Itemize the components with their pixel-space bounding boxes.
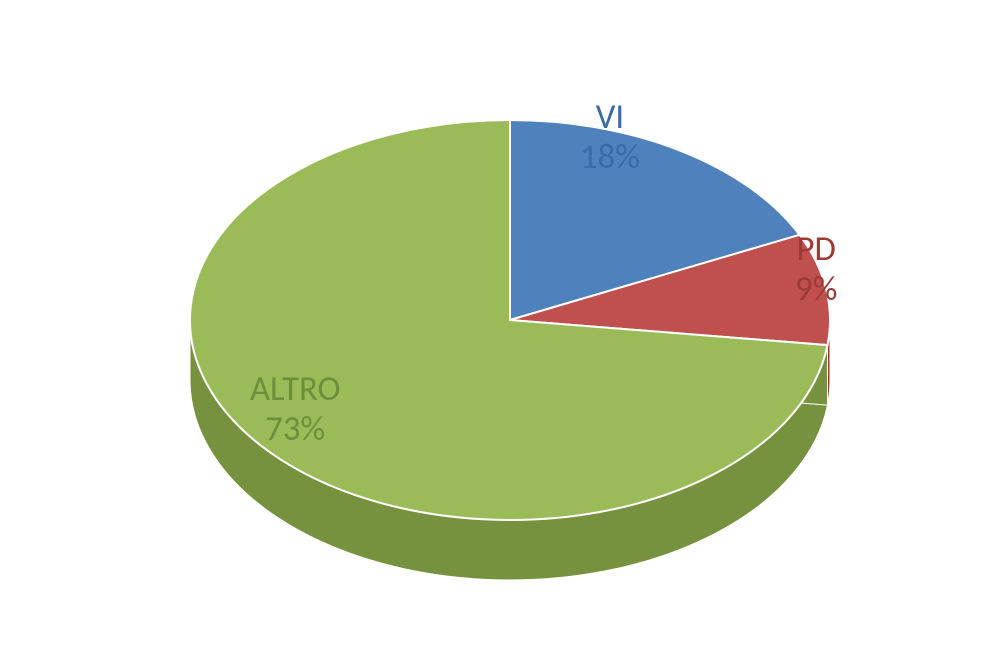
slice-label-vi: VI 18% [580,98,640,178]
pie-chart-svg [0,0,989,662]
slice-label-pd: PD 9% [795,230,837,310]
slice-percent-text: 18% [580,136,640,178]
slice-label-text: PD [797,228,836,270]
slice-label-text: VI [596,96,624,138]
pie-chart-3d: VI 18% PD 9% ALTRO 73% [0,0,989,662]
slice-label-text: ALTRO [250,368,340,410]
slice-percent-text: 9% [795,268,837,310]
slice-percent-text: 73% [265,408,325,450]
slice-label-altro: ALTRO 73% [250,370,340,450]
